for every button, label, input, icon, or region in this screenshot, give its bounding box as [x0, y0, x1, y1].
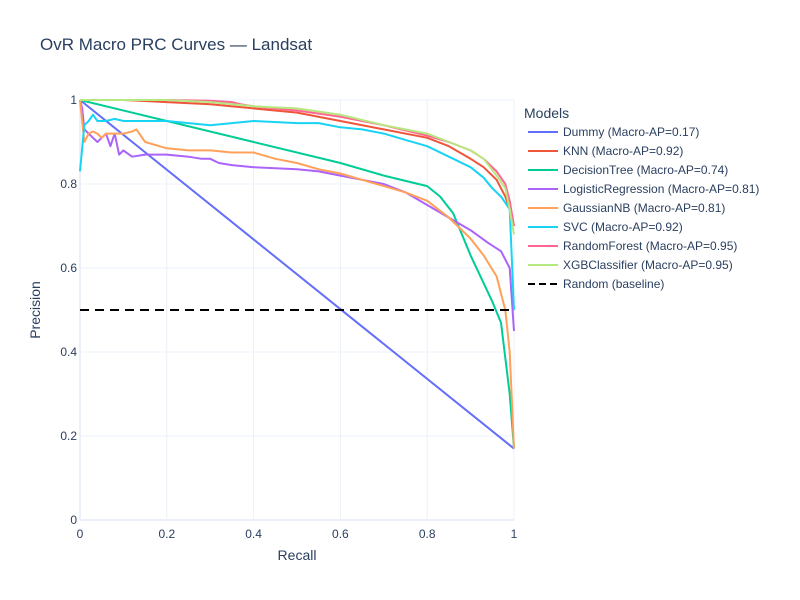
- x-tick-label: 0.8: [419, 527, 436, 541]
- legend-item-dummy[interactable]: Dummy (Macro-AP=0.17): [528, 125, 699, 139]
- legend-label: SVC (Macro-AP=0.92): [563, 220, 683, 234]
- legend-label: RandomForest (Macro-AP=0.95): [563, 239, 737, 253]
- legend-item-random[interactable]: Random (baseline): [528, 277, 664, 291]
- y-tick-label: 0: [70, 513, 77, 527]
- y-tick-label: 0.2: [60, 429, 77, 443]
- y-axis-title: Precision: [27, 281, 43, 339]
- series-layer: [79, 99, 515, 450]
- y-tick-label: 0.4: [60, 345, 77, 359]
- legend-label: KNN (Macro-AP=0.92): [563, 144, 683, 158]
- chart-title: OvR Macro PRC Curves — Landsat: [40, 35, 312, 54]
- legend-item-knn[interactable]: KNN (Macro-AP=0.92): [528, 144, 683, 158]
- x-axis-title: Recall: [278, 547, 317, 563]
- legend-label: DecisionTree (Macro-AP=0.74): [563, 163, 728, 177]
- legend-title: Models: [524, 105, 569, 121]
- y-tick-label: 0.8: [60, 177, 77, 191]
- series-line-knn: [80, 99, 515, 227]
- legend-item-svc[interactable]: SVC (Macro-AP=0.92): [528, 220, 683, 234]
- legend[interactable]: Models Dummy (Macro-AP=0.17) KNN (Macro-A…: [524, 105, 759, 291]
- series-line-xgbclassifier: [80, 99, 515, 235]
- legend-item-logisticregression[interactable]: LogisticRegression (Macro-AP=0.81): [528, 182, 759, 196]
- legend-label: GaussianNB (Macro-AP=0.81): [563, 201, 725, 215]
- x-axis-ticks: 0 0.2 0.4 0.6 0.8 1: [77, 527, 518, 541]
- legend-label: Dummy (Macro-AP=0.17): [563, 125, 699, 139]
- series-line-decisiontree: [79, 99, 515, 449]
- legend-label: Random (baseline): [563, 277, 664, 291]
- series-line-gaussiannb: [79, 99, 515, 449]
- x-tick-label: 0.6: [332, 527, 349, 541]
- x-tick-label: 0.4: [245, 527, 262, 541]
- x-tick-label: 0: [77, 527, 84, 541]
- x-tick-label: 0.2: [158, 527, 175, 541]
- legend-item-xgbclassifier[interactable]: XGBClassifier (Macro-AP=0.95): [528, 258, 733, 272]
- y-tick-label: 0.6: [60, 261, 77, 275]
- legend-item-gaussiannb[interactable]: GaussianNB (Macro-AP=0.81): [528, 201, 725, 215]
- y-axis-ticks: 0 0.2 0.4 0.6 0.8 1: [60, 93, 77, 527]
- legend-item-decisiontree[interactable]: DecisionTree (Macro-AP=0.74): [528, 163, 728, 177]
- legend-item-randomforest[interactable]: RandomForest (Macro-AP=0.95): [528, 239, 737, 253]
- x-tick-label: 1: [511, 527, 518, 541]
- series-line-dummy: [79, 99, 515, 450]
- series-line-svc: [79, 113, 515, 311]
- legend-label: LogisticRegression (Macro-AP=0.81): [563, 182, 759, 196]
- series-line-logisticregression: [79, 99, 515, 332]
- legend-label: XGBClassifier (Macro-AP=0.95): [563, 258, 733, 272]
- y-tick-label: 1: [70, 93, 77, 107]
